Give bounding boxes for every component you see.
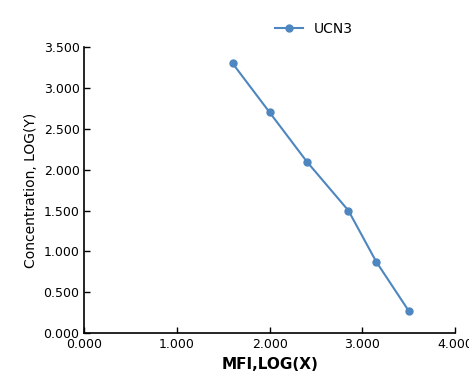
UCN3 bbox=[230, 61, 235, 66]
Line: UCN3: UCN3 bbox=[229, 60, 412, 314]
UCN3 bbox=[304, 159, 310, 164]
Y-axis label: Concentration, LOG(Y): Concentration, LOG(Y) bbox=[24, 113, 38, 268]
UCN3 bbox=[406, 309, 411, 313]
UCN3 bbox=[267, 110, 272, 115]
UCN3 bbox=[346, 208, 351, 213]
Legend: UCN3: UCN3 bbox=[270, 17, 359, 42]
UCN3 bbox=[373, 260, 379, 264]
X-axis label: MFI,LOG(X): MFI,LOG(X) bbox=[221, 357, 318, 372]
